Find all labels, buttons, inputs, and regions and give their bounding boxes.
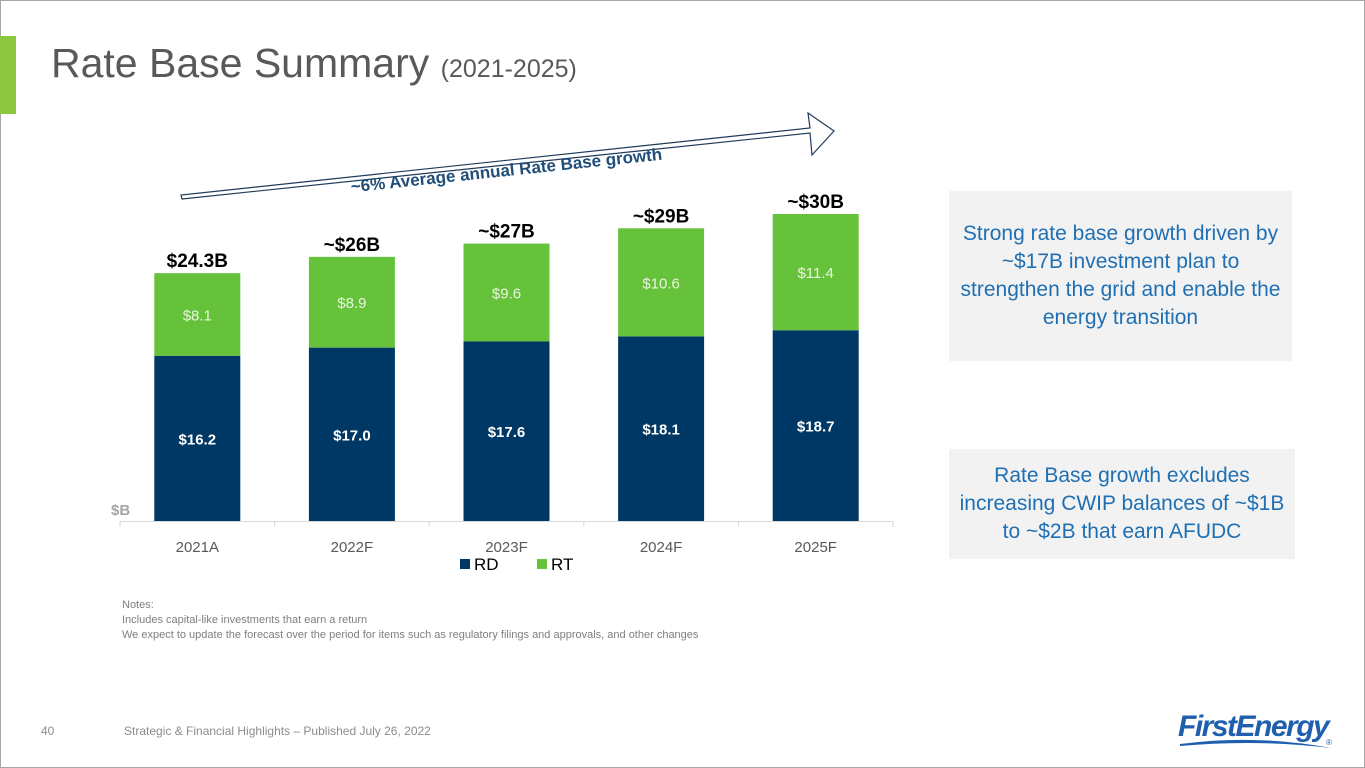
total-label: ~$26B: [324, 235, 381, 256]
x-tick-label: 2021A: [176, 539, 219, 556]
data-label-rt: $8.1: [183, 307, 212, 324]
data-label-rd: $16.2: [179, 431, 217, 448]
bar-group: $16.2 $8.1 $24.3B $17.0 $8.9 ~$26B $17.6 $9.6 ~$…: [154, 192, 859, 521]
note-line: We expect to update the forecast over th…: [122, 629, 699, 641]
logo-registered-mark: ®: [1326, 738, 1332, 747]
firstenergy-logo: FirstEnergy ®: [1178, 710, 1333, 748]
callout-investment-plan-text: Strong rate base growth driven by ~$17B …: [960, 222, 1281, 329]
data-label-rd: $17.0: [333, 427, 371, 444]
data-label-rt: $10.6: [642, 275, 680, 292]
bar-rt-2025F: [772, 214, 859, 331]
x-tick-label: 2024F: [640, 539, 683, 556]
growth-arrow-label: ~6% Average annual Rate Base growth: [350, 145, 663, 197]
bar-rt-2024F: [618, 228, 705, 337]
bar-rd-2022F: [308, 347, 395, 521]
logo-swoosh: [1180, 739, 1331, 748]
total-label: ~$29B: [633, 206, 690, 227]
notes-heading: Notes:: [122, 599, 154, 611]
legend-label-rt: RT: [551, 555, 573, 574]
bar-rt-2022F: [308, 256, 395, 348]
footer-text: Strategic & Financial Highlights – Publi…: [124, 724, 431, 738]
notes: Notes: Includes capital-like investments…: [122, 598, 698, 643]
x-tick-label: 2023F: [485, 539, 528, 556]
legend: RD RT: [460, 555, 573, 574]
x-tick-label: 2025F: [794, 539, 837, 556]
title-main: Rate Base Summary: [51, 40, 430, 86]
x-axis-ticks: 2021A 2022F 2023F 2024F 2025F: [119, 521, 894, 556]
title-period: (2021-2025): [440, 55, 577, 83]
bar-rd-2024F: [618, 336, 705, 521]
growth-arrow-shape: [180, 111, 835, 200]
legend-label-rd: RD: [474, 555, 499, 574]
growth-arrow: ~6% Average annual Rate Base growth: [180, 111, 835, 200]
data-label-rd: $17.6: [488, 424, 526, 441]
data-label-rd: $18.1: [642, 422, 680, 439]
x-tick-label: 2022F: [331, 539, 374, 556]
note-line: Includes capital-like investments that e…: [122, 614, 368, 626]
callout-cwip-text: Rate Base growth excludes increasing CWI…: [959, 464, 1285, 543]
bar-rt-2023F: [463, 243, 550, 342]
bar-rd-2025F: [772, 330, 859, 521]
bar-rd-2021A: [154, 355, 241, 521]
data-label-rt: $8.9: [337, 295, 366, 312]
bar-rt-2021A: [154, 273, 241, 356]
page-number: 40: [41, 724, 55, 738]
callout-cwip: Rate Base growth excludes increasing CWI…: [949, 449, 1295, 559]
legend-swatch-rt: [537, 559, 547, 569]
page-title: Rate Base Summary (2021-2025): [51, 40, 577, 87]
total-label: ~$27B: [478, 222, 535, 243]
total-label: ~$30B: [787, 192, 844, 213]
logo-text: FirstEnergy: [1178, 710, 1331, 743]
data-label-rt: $11.4: [797, 265, 833, 282]
bar-rd-2023F: [463, 341, 550, 521]
y-unit-label: $B: [111, 502, 130, 519]
total-label: $24.3B: [167, 251, 228, 272]
legend-swatch-rd: [460, 559, 470, 569]
data-label-rt: $9.6: [492, 286, 521, 303]
title-accent-bar: [0, 36, 16, 114]
data-label-rd: $18.7: [797, 419, 835, 436]
callout-investment-plan: Strong rate base growth driven by ~$17B …: [949, 191, 1292, 361]
